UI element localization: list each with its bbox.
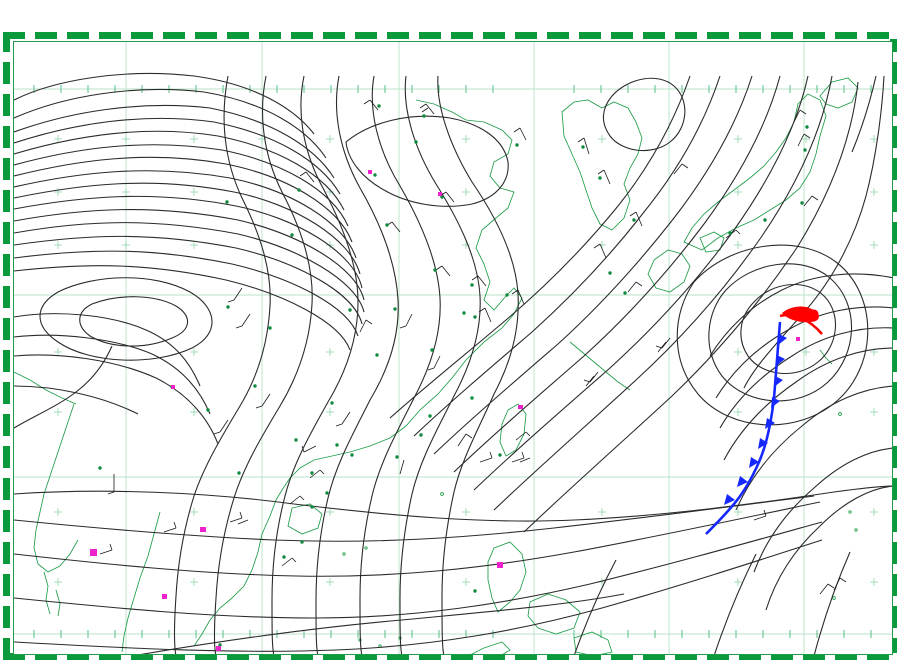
map-graphics: .iso-line{fill:none;stroke:#2b2b2b;strok… (14, 42, 892, 654)
chart-frame-border: .iso-line{fill:none;stroke:#2b2b2b;strok… (3, 32, 897, 660)
graticule (14, 42, 892, 654)
station-dots (98, 104, 809, 647)
weather-chart: .iso-line{fill:none;stroke:#2b2b2b;strok… (0, 30, 900, 662)
chart-header (0, 0, 900, 30)
isobars (14, 72, 892, 654)
frontal-systems (705, 306, 823, 535)
station-wind-barbs (99, 99, 847, 595)
coastlines (14, 77, 859, 654)
station-dots-highlight (90, 170, 800, 651)
chart-plot-area: .iso-line{fill:none;stroke:#2b2b2b;strok… (13, 41, 893, 655)
